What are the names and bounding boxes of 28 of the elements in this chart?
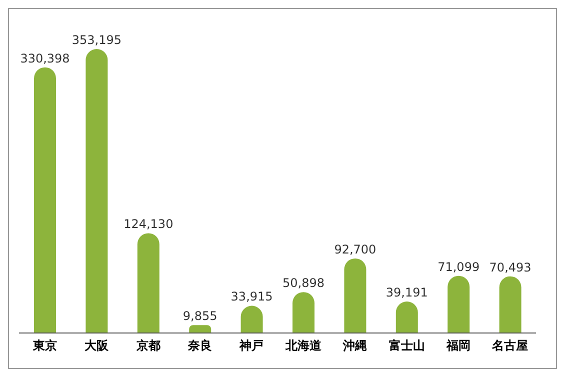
x-tick-label: 沖縄: [342, 338, 368, 353]
bar: [499, 276, 522, 333]
bar: [86, 49, 108, 333]
bar: [34, 67, 56, 333]
data-label: 92,700: [334, 242, 376, 256]
bar: [448, 276, 470, 333]
x-tick-label: 北海道: [284, 338, 322, 353]
x-tick-label: 大阪: [84, 338, 110, 353]
bar: [137, 233, 160, 333]
data-label: 71,099: [438, 260, 480, 274]
data-label: 50,898: [282, 276, 324, 290]
data-label: 9,855: [182, 309, 218, 324]
x-tick-label: 東京: [32, 338, 57, 353]
data-label: 33,915: [230, 290, 273, 304]
x-tick-label: 福岡: [445, 338, 470, 353]
data-label: 330,398: [20, 51, 70, 66]
x-tick-label: 京都: [135, 338, 160, 353]
data-label: 353,195: [72, 33, 122, 47]
bar: [344, 258, 366, 333]
bar: [292, 292, 314, 333]
x-tick-label: 奈良: [186, 338, 212, 353]
x-tick-label: 富士山: [388, 338, 425, 353]
data-label: 124,130: [124, 217, 174, 232]
x-tick-label: 名古屋: [491, 338, 528, 353]
x-tick-label: 神戸: [238, 338, 264, 353]
data-label: 70,493: [489, 260, 532, 274]
bar: [189, 325, 212, 333]
data-label: 39,191: [386, 285, 428, 300]
